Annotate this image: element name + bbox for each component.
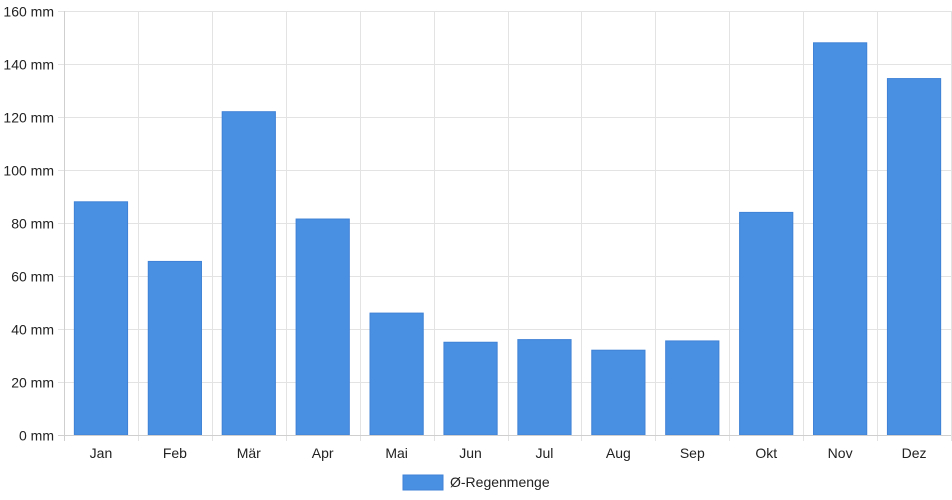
x-tick-label: Jun [459,445,482,461]
bar-dez[interactable] [886,78,942,436]
legend[interactable]: Ø-Regenmenge [402,474,550,491]
axis-layer [58,11,951,441]
bar-layer [73,42,942,436]
bar-jan[interactable] [73,201,129,436]
bar-mär[interactable] [221,111,276,436]
y-tick-label: 80 mm [11,216,54,232]
x-tick-label: Apr [312,445,334,461]
bar-apr[interactable] [295,218,350,436]
y-tick-label: 140 mm [3,57,54,73]
bar-jul[interactable] [517,339,572,436]
y-tick-label: 40 mm [11,322,54,338]
y-tick-label: 120 mm [3,110,54,126]
x-tick-label: Mär [237,445,261,461]
bar-okt[interactable] [739,211,794,436]
legend-label[interactable]: Ø-Regenmenge [450,474,550,490]
y-tick-label: 160 mm [3,4,54,20]
x-tick-label: Jan [90,445,113,461]
bar-sep[interactable] [665,340,720,436]
bar-mai[interactable] [369,312,424,436]
y-tick-label: 60 mm [11,269,54,285]
x-tick-label: Aug [606,445,631,461]
bar-jun[interactable] [443,341,498,436]
y-tick-label: 100 mm [3,163,54,179]
y-tick-label: 0 mm [19,428,54,444]
legend-swatch[interactable] [402,474,444,491]
x-tick-label: Nov [828,445,853,461]
x-tick-label: Mai [385,445,408,461]
bar-nov[interactable] [813,42,868,436]
x-tick-label: Okt [755,445,777,461]
label-layer: 0 mm 20 mm 40 mm 60 mm 80 mm 100 mm 120 mm 140 … [3,4,926,462]
bar-feb[interactable] [147,260,202,436]
y-tick-label: 20 mm [11,375,54,391]
x-tick-label: Feb [163,445,187,461]
x-tick-label: Dez [902,445,927,461]
x-tick-label: Jul [536,445,554,461]
x-tick-label: Sep [680,445,705,461]
bar-aug[interactable] [591,349,646,436]
